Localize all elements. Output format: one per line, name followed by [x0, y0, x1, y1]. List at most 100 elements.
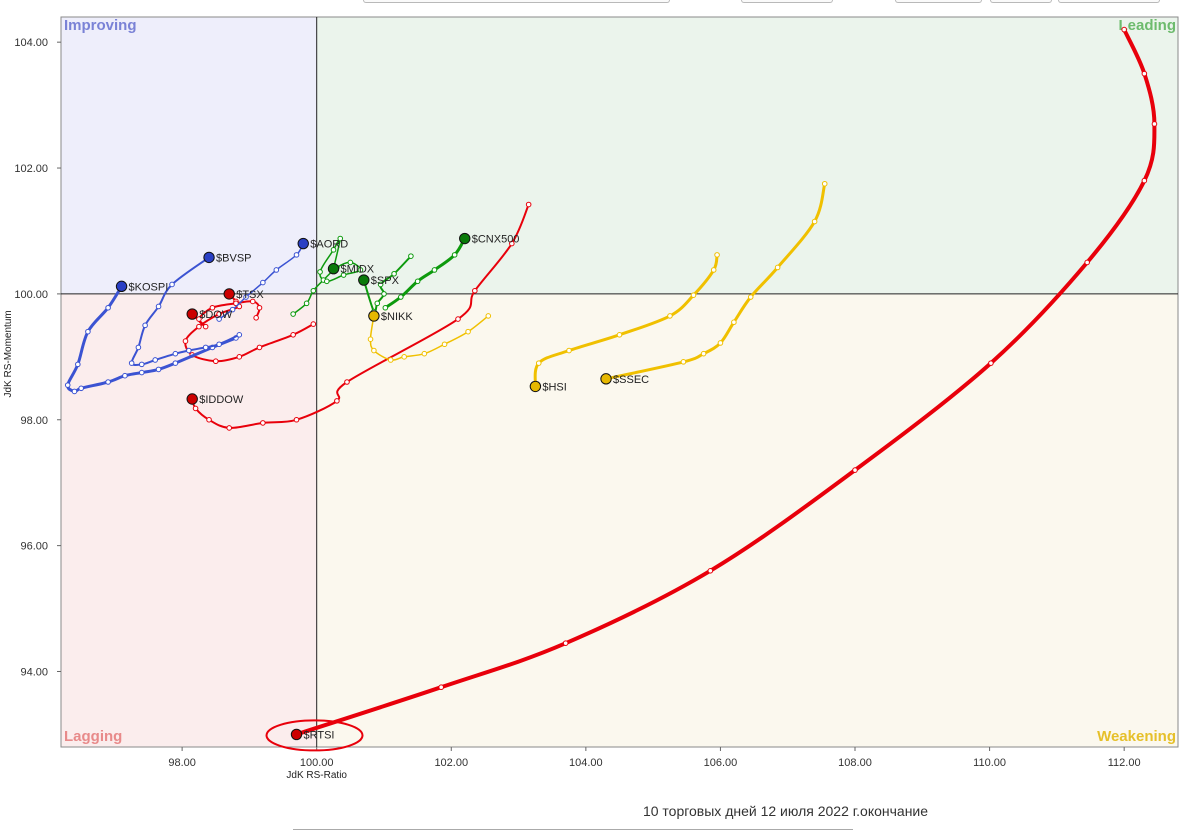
- data-point-bvsp: [236, 332, 243, 338]
- head-point-spx: [358, 274, 370, 286]
- series-ssec: [600, 180, 828, 385]
- divider: [293, 829, 853, 830]
- series-label-cnx500: $CNX500: [472, 234, 520, 246]
- data-point-cnx500: [414, 278, 421, 285]
- y-axis-title: JdK RS-Momentum: [3, 310, 14, 397]
- data-point-kospi: [78, 385, 84, 392]
- data-point-aord: [293, 252, 300, 258]
- data-point-midx: [323, 278, 330, 285]
- series-label-aord: $AORD: [310, 239, 348, 251]
- data-point-rtsi: [1121, 26, 1127, 33]
- data-point-bvsp: [169, 281, 175, 288]
- series-label-hsi: $HSI: [542, 381, 566, 393]
- data-point-kospi: [71, 388, 78, 395]
- x-tick-label: 108.00: [838, 757, 872, 769]
- toolbar-field[interactable]: [990, 0, 1052, 3]
- quadrant-lagging: [61, 293, 317, 747]
- data-point-kospi: [75, 361, 81, 368]
- head-point-dow: [186, 308, 198, 320]
- data-point-rtsi: [852, 467, 858, 473]
- data-point-dow: [256, 304, 263, 311]
- data-point-rtsi: [562, 640, 569, 646]
- data-point-ssec: [811, 218, 818, 225]
- data-point-hsi: [714, 252, 720, 258]
- data-point-hsi: [535, 360, 542, 366]
- data-point-dow: [209, 304, 216, 311]
- head-point-aord: [297, 237, 309, 250]
- quadrants: Improving Leading Lagging Weakening: [61, 17, 1178, 747]
- series-label-iddow: $IDDOW: [199, 394, 244, 406]
- x-axis-title: JdK RS-Ratio: [286, 770, 347, 781]
- x-tick-label: 104.00: [569, 757, 603, 769]
- data-point-ssec: [774, 264, 781, 271]
- head-point-nikk: [368, 310, 380, 322]
- data-point-ssec: [700, 350, 707, 357]
- data-point-rtsi: [1151, 121, 1158, 127]
- data-point-midx: [317, 269, 323, 275]
- data-point-kospi: [105, 304, 111, 311]
- data-point-ssec: [821, 180, 828, 187]
- toolbar-field[interactable]: [1058, 0, 1160, 3]
- y-tick-label: 102.00: [14, 163, 48, 175]
- data-point-ssec: [731, 319, 737, 326]
- data-point-iddow: [525, 201, 532, 208]
- toolbar-strip: [0, 0, 1191, 14]
- data-point-rtsi: [707, 567, 714, 574]
- data-point-tsx: [212, 358, 219, 365]
- series-label-spx: $SPX: [371, 275, 400, 287]
- data-point-nikk: [485, 313, 492, 319]
- toolbar-field[interactable]: [741, 0, 833, 3]
- series-layer: [64, 26, 1158, 741]
- data-point-nikk: [465, 328, 471, 335]
- series-label-dow: $DOW: [199, 309, 233, 321]
- data-point-aord: [229, 306, 236, 313]
- head-point-tsx: [223, 288, 235, 300]
- data-point-aord: [243, 294, 249, 300]
- series-label-nikk: $NIKK: [381, 311, 413, 323]
- chart-caption: 10 торговых дней 12 июля 2022 г.окончани…: [642, 803, 929, 819]
- data-point-iddow: [192, 405, 199, 412]
- series-label-bvsp: $BVSP: [216, 252, 251, 264]
- data-point-spx: [408, 253, 414, 259]
- data-point-kospi: [155, 366, 162, 373]
- series-label-rtsi: $RTSI: [304, 729, 335, 741]
- data-point-midx: [303, 300, 310, 307]
- data-point-iddow: [344, 379, 350, 385]
- y-tick-label: 98.00: [20, 415, 48, 427]
- data-point-midx: [357, 267, 364, 273]
- data-point-dow: [196, 316, 202, 322]
- rrg-chart-svg: Improving Leading Lagging Weakening 98.00 10…: [3, 16, 1179, 781]
- data-point-iddow: [260, 420, 266, 426]
- data-point-tsx: [182, 338, 189, 344]
- data-point-midx: [330, 247, 337, 253]
- toolbar-field[interactable]: [895, 0, 982, 3]
- series-tsx: [182, 288, 317, 365]
- x-tick-label: 110.00: [973, 757, 1006, 769]
- x-tick-label: 98.00: [168, 757, 196, 769]
- data-point-nikk: [367, 336, 374, 343]
- data-point-spx: [377, 281, 384, 288]
- data-point-cnx500: [398, 294, 404, 300]
- head-point-midx: [327, 263, 340, 275]
- data-point-dow: [253, 315, 259, 321]
- data-point-iddow: [472, 287, 478, 294]
- data-point-bvsp: [135, 344, 142, 351]
- toolbar-field[interactable]: [363, 0, 670, 3]
- data-point-kospi: [64, 382, 71, 388]
- data-point-tsx: [256, 344, 263, 351]
- data-point-iddow: [334, 398, 340, 404]
- data-point-spx: [381, 291, 387, 297]
- data-point-rtsi: [1084, 259, 1090, 266]
- series-label-midx: $MIDX: [341, 264, 375, 276]
- data-point-aord: [216, 316, 222, 322]
- series-nikk: [367, 310, 492, 363]
- data-point-hsi: [616, 332, 623, 338]
- head-point-cnx500: [459, 232, 471, 245]
- data-point-rtsi: [438, 684, 444, 691]
- series-cnx500: [382, 232, 471, 311]
- data-point-rtsi: [988, 360, 994, 366]
- series-line-rtsi: [294, 27, 1157, 737]
- data-point-aord: [260, 279, 266, 286]
- data-point-bvsp: [155, 303, 162, 310]
- data-point-ssec: [747, 294, 754, 300]
